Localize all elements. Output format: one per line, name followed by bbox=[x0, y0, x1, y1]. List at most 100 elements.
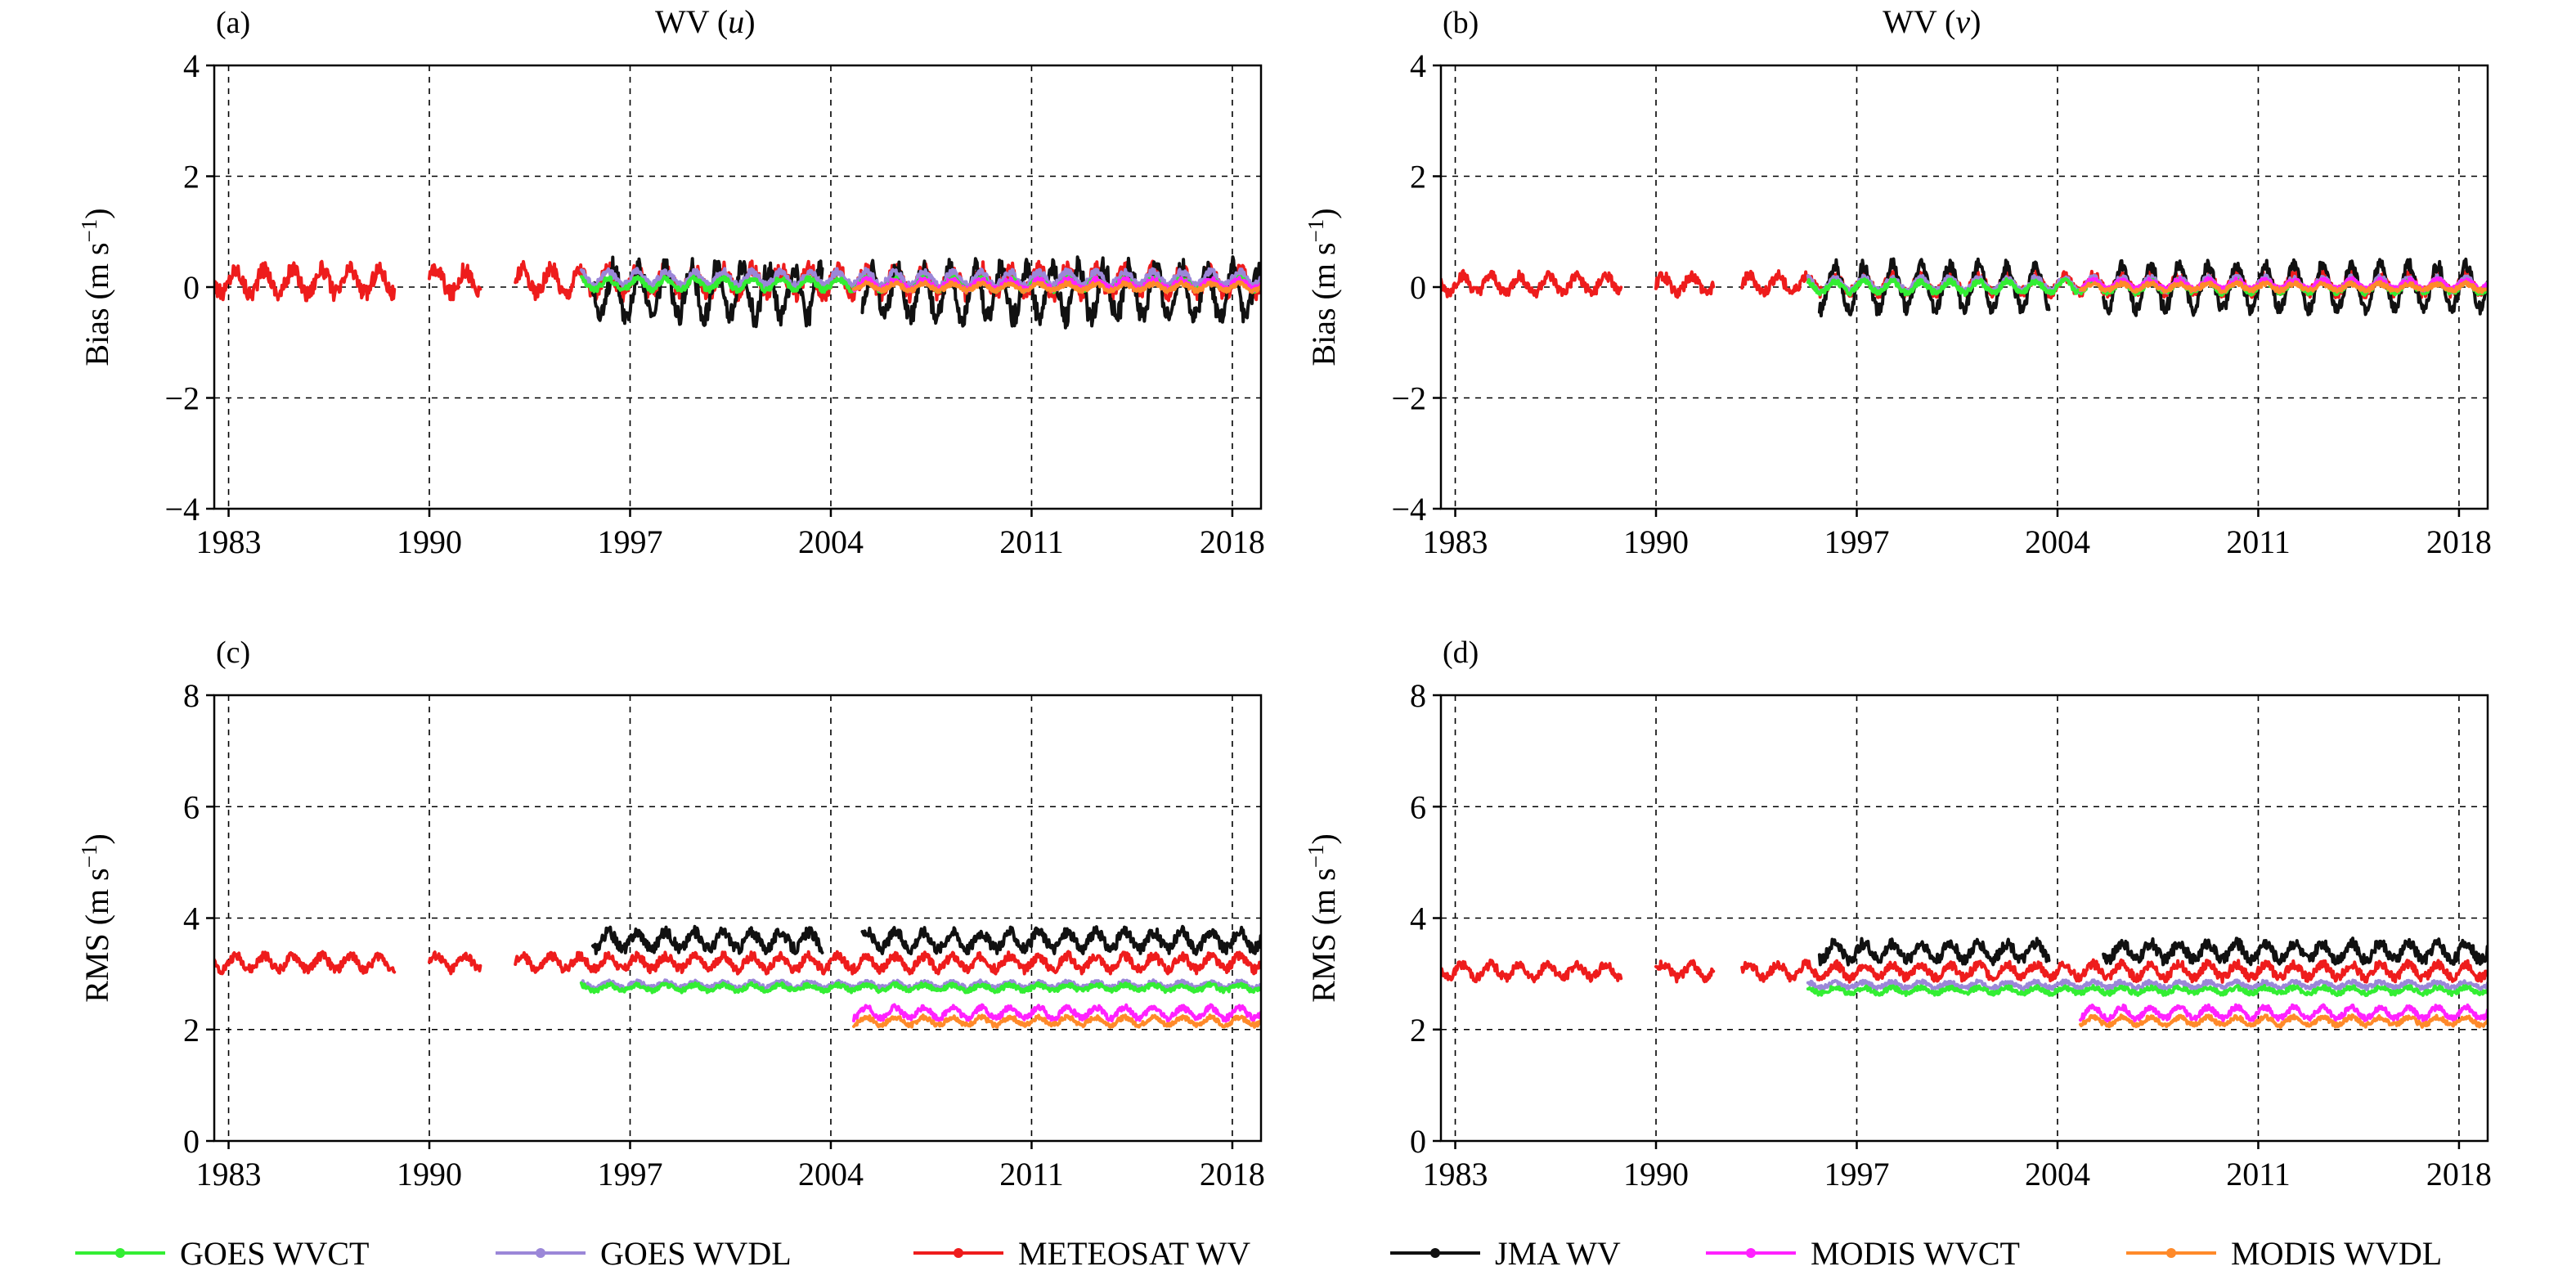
panel-b: −4 −2 0 2 4 1983 1990 1997 2004 2011 2018 (b) WV (v)… bbox=[1304, 3, 2492, 560]
series-goes-wvdl bbox=[1806, 978, 2488, 992]
series-jma-wv bbox=[2102, 936, 2488, 967]
series-jma-wv bbox=[590, 255, 824, 329]
y-tick-label: 6 bbox=[1410, 788, 1426, 825]
legend-marker bbox=[954, 1248, 963, 1258]
y-tick-label: 0 bbox=[1410, 1123, 1426, 1160]
panel-label: (c) bbox=[216, 636, 250, 670]
legend-marker bbox=[1430, 1248, 1440, 1258]
legend-label: MODIS WVCT bbox=[1811, 1235, 2020, 1272]
series-meteosat-wv bbox=[428, 262, 482, 302]
series-jma-wv bbox=[860, 255, 1261, 330]
legend-item-meteosat-wv: METEOSAT WV bbox=[913, 1235, 1250, 1272]
legend-item-jma-wv: JMA WV bbox=[1390, 1235, 1621, 1272]
y-tick-label: −4 bbox=[1391, 491, 1426, 528]
x-tick-label: 1997 bbox=[597, 523, 662, 560]
y-tick-label: 4 bbox=[183, 900, 200, 937]
series-modis-wvct bbox=[852, 1003, 1261, 1023]
y-tick-label: 2 bbox=[1410, 1012, 1426, 1049]
series-meteosat-wv bbox=[1654, 270, 1716, 299]
legend-item-goes-wvct: GOES WVCT bbox=[75, 1235, 369, 1272]
legend-item-modis-wvdl: MODIS WVDL bbox=[2126, 1235, 2442, 1272]
y-tick-label: 0 bbox=[1410, 269, 1426, 306]
x-tick-label: 2018 bbox=[2426, 1156, 2492, 1192]
panel-label: (d) bbox=[1443, 636, 1479, 670]
panel-label: (a) bbox=[216, 6, 250, 40]
y-tick-label: 2 bbox=[1410, 159, 1426, 195]
series-meteosat-wv bbox=[1654, 959, 1716, 984]
series-jma-wv bbox=[590, 924, 824, 955]
x-tick-label: 1990 bbox=[397, 523, 462, 560]
y-tick-label: 2 bbox=[183, 1012, 200, 1049]
panel-d: 0 2 4 6 8 1983 1990 1997 2004 2011 2018 (d) RMS (m s… bbox=[1304, 636, 2492, 1192]
series-jma-wv bbox=[860, 924, 1261, 956]
y-tick-label: 6 bbox=[183, 788, 200, 825]
y-tick-label: −4 bbox=[164, 491, 200, 528]
legend-label: METEOSAT WV bbox=[1018, 1235, 1250, 1272]
x-tick-label: 1983 bbox=[1423, 523, 1488, 560]
panel-label: (b) bbox=[1443, 6, 1479, 40]
plot-frame bbox=[213, 694, 1263, 1143]
legend-marker bbox=[115, 1248, 125, 1258]
series-group bbox=[1441, 257, 2488, 318]
series-goes-wvct bbox=[1806, 984, 2488, 998]
y-tick-label: 0 bbox=[183, 1123, 200, 1160]
series-goes-wvct bbox=[579, 981, 1261, 995]
x-tick-label: 2011 bbox=[2226, 523, 2291, 560]
y-tick-label: 4 bbox=[1410, 900, 1426, 937]
series-modis-wvdl bbox=[2079, 1013, 2488, 1029]
x-tick-label: 2004 bbox=[2025, 523, 2090, 560]
legend-marker bbox=[2166, 1248, 2176, 1258]
series-meteosat-wv bbox=[214, 950, 397, 976]
series-meteosat-wv bbox=[514, 950, 1261, 976]
y-tick-label: 8 bbox=[183, 677, 200, 714]
legend-item-goes-wvdl: GOES WVDL bbox=[496, 1235, 792, 1272]
plot-frame bbox=[1439, 694, 2489, 1143]
series-meteosat-wv bbox=[1740, 958, 2488, 984]
x-tick-label: 1990 bbox=[397, 1156, 462, 1192]
series-modis-wvdl bbox=[852, 1013, 1261, 1029]
x-tick-label: 1997 bbox=[1824, 523, 1889, 560]
panel-title: WV (v) bbox=[1883, 3, 1981, 40]
x-tick-label: 2004 bbox=[798, 523, 864, 560]
y-tick-label: 4 bbox=[1410, 47, 1426, 84]
legend-label: GOES WVCT bbox=[180, 1235, 369, 1272]
y-axis-label: Bias (m s−1) bbox=[77, 208, 115, 366]
x-tick-label: 2004 bbox=[798, 1156, 864, 1192]
y-axis-label: Bias (m s−1) bbox=[1304, 208, 1342, 366]
x-tick-label: 2011 bbox=[999, 1156, 1064, 1192]
x-tick-label: 2018 bbox=[2426, 523, 2492, 560]
y-tick-label: −2 bbox=[164, 380, 200, 417]
series-meteosat-wv bbox=[1441, 959, 1623, 984]
x-tick-label: 2011 bbox=[999, 523, 1064, 560]
x-tick-label: 1990 bbox=[1623, 1156, 1689, 1192]
legend-item-modis-wvct: MODIS WVCT bbox=[1706, 1235, 2020, 1272]
legend: GOES WVCT GOES WVDL METEOSAT WV JMA WV MODIS… bbox=[75, 1235, 2442, 1272]
series-meteosat-wv bbox=[214, 259, 397, 303]
legend-label: MODIS WVDL bbox=[2231, 1235, 2442, 1272]
legend-label: GOES WVDL bbox=[600, 1235, 792, 1272]
series-modis-wvdl bbox=[2079, 280, 2488, 294]
x-tick-label: 2011 bbox=[2226, 1156, 2291, 1192]
y-tick-label: 2 bbox=[183, 159, 200, 195]
series-jma-wv bbox=[1817, 936, 2051, 967]
x-tick-label: 2018 bbox=[1200, 523, 1265, 560]
legend-label: JMA WV bbox=[1495, 1235, 1621, 1272]
series-modis-wvdl bbox=[852, 280, 1261, 294]
x-tick-label: 1983 bbox=[1423, 1156, 1488, 1192]
series-jma-wv bbox=[2102, 257, 2488, 317]
x-tick-label: 1983 bbox=[196, 523, 262, 560]
y-axis-label: RMS (m s−1) bbox=[1304, 833, 1342, 1003]
y-tick-label: 8 bbox=[1410, 677, 1426, 714]
x-tick-label: 2004 bbox=[2025, 1156, 2090, 1192]
panel-a: −4 −2 0 2 4 1983 1990 1997 2004 2011 2018 (a) WV (u)… bbox=[77, 3, 1265, 560]
y-tick-label: 0 bbox=[183, 269, 200, 306]
y-axis-label: RMS (m s−1) bbox=[77, 833, 115, 1003]
series-group bbox=[214, 924, 1261, 1029]
series-group bbox=[1441, 936, 2488, 1029]
series-group bbox=[214, 255, 1261, 330]
legend-marker bbox=[1746, 1248, 1756, 1258]
series-meteosat-wv bbox=[1441, 268, 1623, 299]
x-tick-label: 2018 bbox=[1200, 1156, 1265, 1192]
